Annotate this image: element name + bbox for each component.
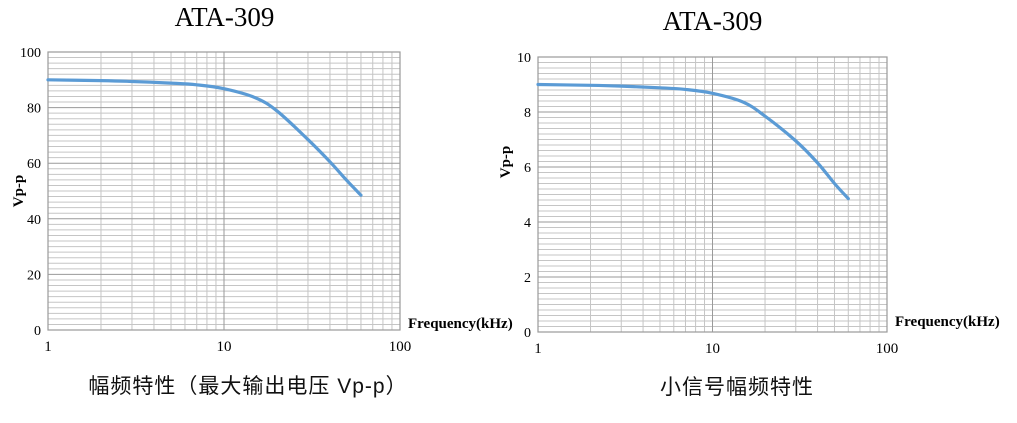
chart-title: ATA-309 bbox=[662, 6, 763, 36]
y-tick-label: 4 bbox=[524, 216, 531, 231]
y-tick-label: 2 bbox=[524, 271, 531, 286]
chart-title: ATA-309 bbox=[174, 2, 275, 32]
y-tick-label: 40 bbox=[27, 213, 41, 228]
x-tick-label: 100 bbox=[389, 339, 412, 355]
major-gridlines bbox=[48, 52, 400, 330]
series-line bbox=[536, 82, 850, 201]
x-tick-label: 1 bbox=[44, 339, 52, 355]
y-tick-label: 20 bbox=[27, 268, 41, 283]
x-tick-labels: 1 10 100 bbox=[44, 339, 411, 355]
y-tick-label: 0 bbox=[524, 326, 531, 341]
y-tick-label: 60 bbox=[27, 157, 41, 172]
x-tick-label: 1 bbox=[534, 341, 542, 357]
y-tick-labels: 0 20 40 60 80 100 bbox=[20, 46, 41, 339]
major-gridlines bbox=[538, 57, 887, 332]
plot-border bbox=[47, 51, 401, 331]
x-tick-labels: 1 10 100 bbox=[534, 341, 898, 357]
x-axis-title: Frequency(kHz) bbox=[408, 316, 513, 332]
y-tick-label: 8 bbox=[524, 106, 531, 121]
plot-area-1: 0 2 4 6 8 10 1 10 100 bbox=[517, 51, 898, 357]
y-tick-label: 80 bbox=[27, 102, 41, 117]
y-tick-label: 10 bbox=[517, 51, 531, 66]
x-axis-title: Frequency(kHz) bbox=[895, 314, 1000, 330]
y-axis-title: Vp-p bbox=[11, 174, 27, 208]
y-tick-labels: 0 2 4 6 8 10 bbox=[517, 51, 531, 341]
chart-caption: 幅频特性（最大输出电压 Vp-p） bbox=[88, 375, 408, 398]
y-tick-label: 6 bbox=[524, 161, 531, 176]
chart-caption: 小信号幅频特性 bbox=[660, 376, 814, 399]
series-line bbox=[46, 78, 363, 197]
y-tick-label: 100 bbox=[20, 46, 41, 61]
y-tick-label: 0 bbox=[34, 324, 41, 339]
x-tick-label: 10 bbox=[705, 341, 720, 357]
x-tick-label: 10 bbox=[217, 339, 232, 355]
y-axis-title: Vp-p bbox=[498, 145, 514, 179]
x-tick-label: 100 bbox=[876, 341, 899, 357]
plot-border bbox=[537, 56, 888, 333]
plot-area-0: 0 20 40 60 80 100 1 10 100 bbox=[20, 46, 411, 355]
